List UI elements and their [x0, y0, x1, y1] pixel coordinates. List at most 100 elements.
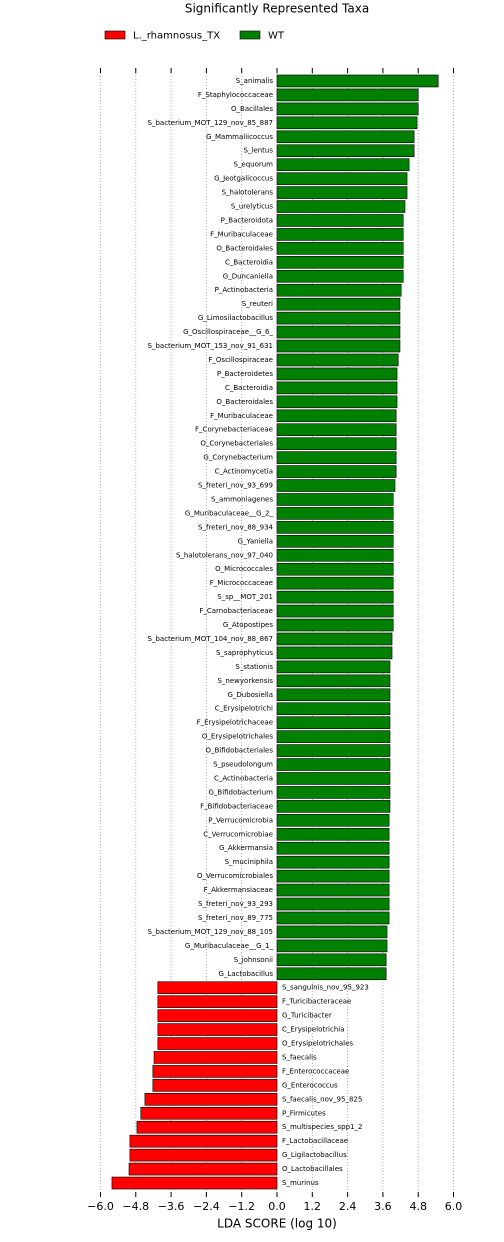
bar: [276, 772, 391, 785]
bar: [276, 841, 390, 855]
bar-label: C_Erysipelotrichia: [282, 1026, 345, 1034]
bar-label: G_Turicibacter: [282, 1012, 332, 1020]
bar-label: S_lentus: [244, 147, 274, 155]
bar-label: F_Lactobacillaceae: [282, 1137, 348, 1145]
bar: [276, 479, 396, 492]
bar-label: F_Muribaculaceae: [210, 412, 273, 420]
x-tick-label: 6.0: [445, 1200, 463, 1213]
x-tick-label: −1.2: [228, 1200, 255, 1213]
bar: [276, 200, 406, 213]
bar-label: G_Atopostipes: [223, 621, 273, 629]
bar-label: S_bacterium_MOT_153_nov_91_631: [148, 342, 273, 350]
bar-label: P_Actinobacteria: [215, 286, 273, 294]
bar-label: P_Firmicutes: [282, 1109, 326, 1117]
bar: [276, 256, 404, 269]
bar-label: F_Micrococcaceae: [210, 579, 273, 587]
bar-label: G_Ligilactobacillus: [282, 1151, 347, 1159]
chart-title: Significantly Represented Taxa: [185, 2, 369, 16]
bar-label: S_bacterium_MOT_104_nov_88_867: [148, 635, 273, 643]
bar-label: S_freteri_nov_93_699: [198, 482, 273, 490]
bar: [157, 1037, 278, 1050]
bar-label: O_Erysipelotrichales: [282, 1040, 353, 1048]
bar-label: S_pseudolongum: [213, 761, 273, 769]
legend-swatch: [104, 30, 126, 40]
bar: [276, 339, 401, 353]
bar-label: G_Jeotgalicoccus: [214, 175, 273, 183]
bar: [276, 521, 394, 534]
bar-label: S_bacterium_MOT_129_nov_85_887: [148, 119, 273, 127]
bar: [276, 674, 391, 688]
bar: [276, 172, 408, 185]
bar: [276, 395, 398, 409]
bar-label: O_Bacillales: [231, 105, 273, 113]
bar: [276, 144, 415, 158]
bar: [276, 688, 391, 702]
bar: [276, 925, 388, 939]
bar-label: S_murinus: [282, 1179, 319, 1187]
bar: [157, 981, 278, 995]
bar: [276, 562, 394, 576]
bar: [276, 367, 398, 381]
bar-label: S_newyorkensis: [217, 677, 273, 685]
legend-label: WT: [268, 31, 285, 42]
bar: [136, 1120, 278, 1134]
bar: [129, 1134, 278, 1148]
bar: [276, 632, 393, 646]
x-tick-label: 3.6: [374, 1200, 392, 1213]
bar-label: S_halotolerans_nov_97_040: [176, 551, 273, 559]
bar-label: S_animalis: [236, 77, 274, 85]
bar: [276, 353, 399, 367]
bar: [276, 869, 390, 883]
bar-label: C_Actinomycetia: [215, 468, 273, 476]
bar: [276, 814, 390, 827]
bar: [276, 702, 391, 716]
bar-label: G_Enterococcus: [282, 1081, 338, 1089]
bar-label: G_Corynebacterium: [203, 454, 273, 462]
bar-label: P_Verrucomicrobia: [208, 816, 273, 824]
bar: [276, 228, 404, 241]
bar-label: F_Corynebacteriaceae: [195, 426, 273, 434]
bar-label: S_halotolerans: [222, 189, 274, 197]
bar-label: G_Bifidobacterium: [208, 788, 273, 796]
bar-label: S_reuteri: [242, 300, 273, 308]
bar-label: S_faecalis: [282, 1053, 317, 1061]
bar: [276, 716, 391, 729]
bar: [152, 1065, 278, 1078]
bar: [276, 116, 418, 130]
bar: [140, 1106, 278, 1120]
bar: [276, 604, 394, 618]
bar-label: F_Staphylococcaceae: [198, 91, 273, 99]
bar: [157, 995, 278, 1008]
bar-label: P_Bacteroidota: [221, 216, 273, 224]
bar: [276, 646, 393, 660]
bar: [276, 297, 401, 311]
bar: [157, 1009, 278, 1022]
bar: [276, 283, 402, 297]
bar-label: S_stationis: [235, 663, 273, 671]
bar: [276, 883, 390, 897]
legend-label: L._rhamnosus_TX: [133, 31, 220, 42]
legend-swatch: [239, 30, 261, 40]
bar: [276, 88, 419, 102]
bar-label: S_equorum: [233, 161, 273, 169]
bar: [276, 381, 398, 395]
bar-label: G_Mammaliicoccus: [206, 133, 273, 141]
bar-label: S_muciniphila: [225, 858, 273, 866]
bar: [276, 465, 397, 478]
bar: [276, 911, 390, 925]
bar: [276, 437, 397, 450]
bar-label: S_freteri_nov_93_293: [198, 900, 273, 908]
x-tick-label: 1.2: [304, 1200, 322, 1213]
bar: [276, 548, 394, 562]
bar: [111, 1176, 278, 1190]
bar: [276, 800, 391, 813]
bar: [129, 1148, 278, 1162]
bar: [276, 939, 388, 953]
bar-label: O_Erysipelotrichales: [202, 733, 273, 741]
bar: [276, 102, 419, 116]
x-tick-label: −6.0: [87, 1200, 114, 1213]
bar-label: G_Lactobacillus: [219, 970, 274, 978]
bar-label: C_Actinobacteria: [214, 774, 273, 782]
bar-label: O_Bifidobacteriales: [205, 747, 273, 755]
